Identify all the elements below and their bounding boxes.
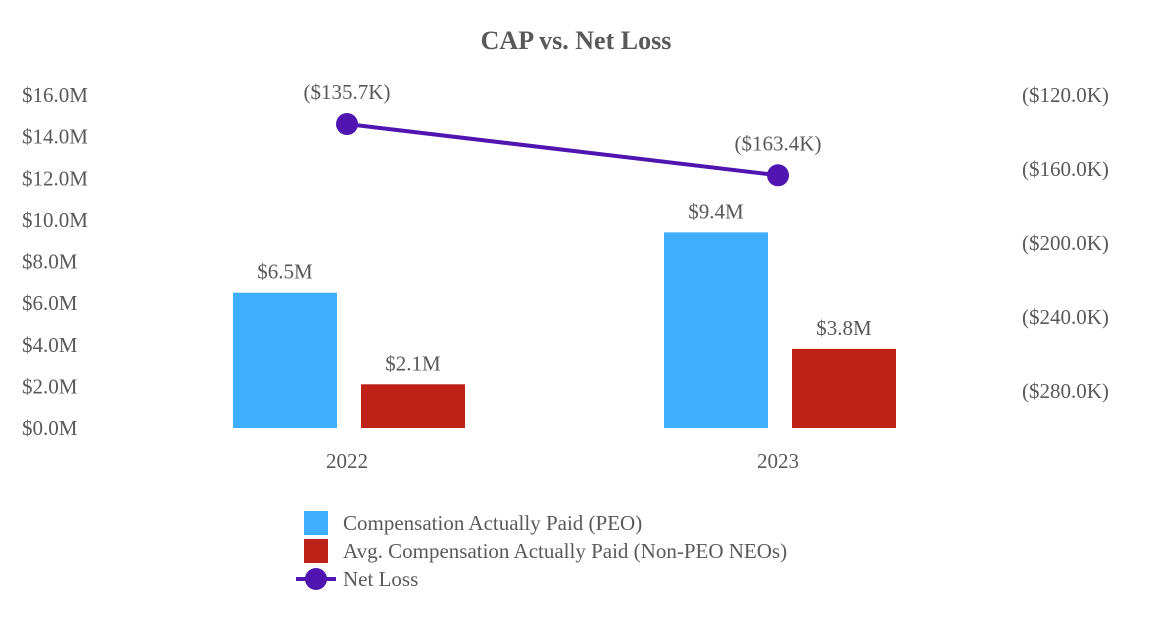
- left-tick-label: $4.0M: [22, 333, 78, 357]
- legend-label: Avg. Compensation Actually Paid (Non-PEO…: [343, 539, 787, 563]
- bar-data-label: $6.5M: [257, 260, 313, 284]
- bar-data-label: $2.1M: [385, 351, 441, 375]
- right-tick-label: ($280.0K): [1022, 379, 1109, 403]
- legend-marker-icon: [305, 568, 327, 590]
- bar: [233, 292, 337, 428]
- left-axis: $0.0M $2.0M $4.0M $6.0M $8.0M $10.0M $12.0M $14…: [22, 83, 88, 440]
- x-tick-label: 2022: [326, 449, 368, 473]
- right-tick-label: ($160.0K): [1022, 157, 1109, 181]
- right-tick-label: ($200.0K): [1022, 231, 1109, 255]
- line-data-label: ($163.4K): [735, 131, 822, 155]
- x-axis: 2022 2023: [326, 449, 799, 473]
- left-tick-label: $2.0M: [22, 374, 78, 398]
- legend-label: Compensation Actually Paid (PEO): [343, 511, 642, 535]
- left-tick-label: $8.0M: [22, 250, 78, 274]
- bar: [664, 232, 768, 428]
- left-tick-label: $16.0M: [22, 83, 88, 107]
- right-tick-label: ($240.0K): [1022, 305, 1109, 329]
- legend: Compensation Actually Paid (PEO) Avg. Com…: [296, 511, 787, 591]
- bar: [792, 348, 896, 428]
- left-tick-label: $12.0M: [22, 166, 88, 190]
- bar-data-label: $9.4M: [688, 199, 744, 223]
- legend-label: Net Loss: [343, 567, 418, 591]
- bar: [361, 384, 465, 428]
- legend-swatch: [304, 511, 328, 535]
- chart-title: CAP vs. Net Loss: [481, 26, 672, 55]
- left-tick-label: $14.0M: [22, 125, 88, 149]
- net-loss-line: ($135.7K) ($163.4K): [304, 80, 822, 187]
- line-data-label: ($135.7K): [304, 80, 391, 104]
- x-tick-label: 2023: [757, 449, 799, 473]
- line-point: [767, 164, 789, 187]
- left-tick-label: $6.0M: [22, 291, 78, 315]
- line-path: [346, 122, 779, 178]
- right-tick-label: ($120.0K): [1022, 83, 1109, 107]
- bars: $6.5M $9.4M $2.1M $3.8M: [233, 199, 896, 428]
- right-axis: ($120.0K) ($160.0K) ($200.0K) ($240.0K) ($28…: [1022, 83, 1109, 403]
- line-point: [336, 113, 358, 136]
- left-tick-label: $0.0M: [22, 416, 78, 440]
- bar-data-label: $3.8M: [816, 316, 872, 340]
- left-tick-label: $10.0M: [22, 208, 88, 232]
- legend-swatch: [304, 539, 328, 563]
